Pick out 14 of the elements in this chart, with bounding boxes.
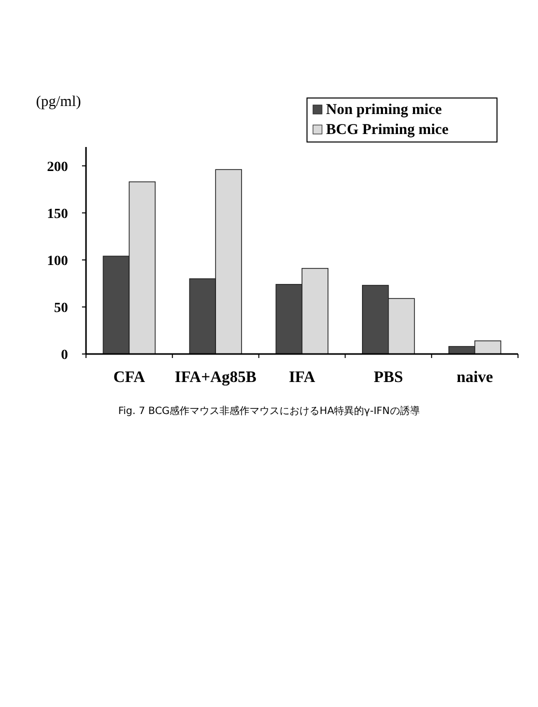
x-tick-label: IFA xyxy=(288,369,316,386)
y-tick-label: 100 xyxy=(47,254,68,269)
x-tick-label: PBS xyxy=(374,369,404,386)
x-tick-label: IFA+Ag85B xyxy=(174,369,257,386)
legend-label: Non priming mice xyxy=(326,102,442,118)
x-tick-label: naive xyxy=(456,369,494,386)
y-tick-label: 50 xyxy=(54,300,68,316)
y-tick-label: 0 xyxy=(61,348,68,363)
x-tick-label: CFA xyxy=(113,369,146,386)
y-axis-title: (pg/ml) xyxy=(36,94,81,110)
caption: Fig. 7 BCG感作マウス非感作マウスにおけるHA特異的γ-IFNの誘導 xyxy=(118,405,420,417)
y-tick-label: 150 xyxy=(47,206,68,222)
y-tick-label: 200 xyxy=(47,160,68,175)
legend-label: BCG Priming mice xyxy=(326,122,449,138)
